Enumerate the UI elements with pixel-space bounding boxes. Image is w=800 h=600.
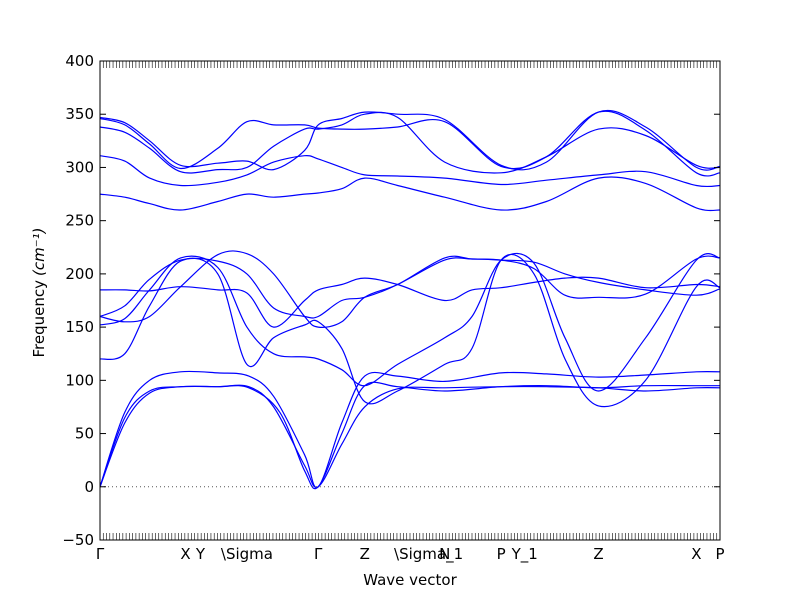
y-axis-label-text: Frequency: [30, 280, 48, 358]
band-line-8: [99, 250, 721, 328]
y-tick-label: 0: [84, 478, 94, 496]
band-line-10: [99, 155, 721, 188]
y-axis-ticks: −50 0 50 100 150 200 250 300 350 400: [62, 52, 720, 549]
y-tick-label: 400: [65, 52, 94, 70]
x-tick-label: X: [691, 545, 701, 563]
band-line-7: [99, 276, 721, 328]
x-tick-label: Γ: [96, 545, 105, 563]
x-tick-label: Z: [360, 545, 370, 563]
y-tick-label: −50: [62, 531, 94, 549]
x-tick-label: \Sigma: [221, 545, 273, 563]
band-line-5: [99, 252, 721, 392]
band-line-3: [99, 370, 721, 489]
y-tick-label: 300: [65, 158, 94, 176]
y-tick-label: 350: [65, 105, 94, 123]
plot-frame: [99, 60, 721, 541]
x-tick-label: Γ: [314, 545, 323, 563]
band-line-11: [99, 111, 721, 174]
x-tick-label: Y: [195, 545, 206, 563]
band-lines: [99, 110, 721, 490]
y-tick-label: 150: [65, 318, 94, 336]
band-line-13: [99, 110, 721, 177]
x-tick-label: P: [497, 545, 506, 563]
x-axis-ticks: Γ X Y \Sigma Γ Z \Sigma_1N P Y_1 Z X P: [96, 61, 725, 564]
y-tick-label: 200: [65, 265, 94, 283]
y-tick-label: 50: [75, 425, 94, 443]
y-axis-label: Frequency (cm⁻¹): [30, 228, 48, 358]
y-tick-label: 250: [65, 212, 94, 230]
x-tick-label: X: [180, 545, 190, 563]
band-line-12: [99, 110, 721, 171]
x-axis-label: Wave vector: [363, 571, 457, 589]
band-line-2: [99, 381, 720, 490]
x-tick-label: Z: [593, 545, 603, 563]
x-tick-label: P: [715, 545, 724, 563]
x-tick-label: N: [439, 545, 450, 563]
y-axis-unit: (cm⁻¹): [30, 228, 48, 277]
x-tick-label: \Sigma_1: [394, 545, 463, 564]
y-tick-label: 100: [65, 371, 94, 389]
band-line-9: [99, 176, 721, 212]
x-tick-label: Y_1: [511, 545, 538, 564]
band-line-1: [99, 384, 721, 489]
